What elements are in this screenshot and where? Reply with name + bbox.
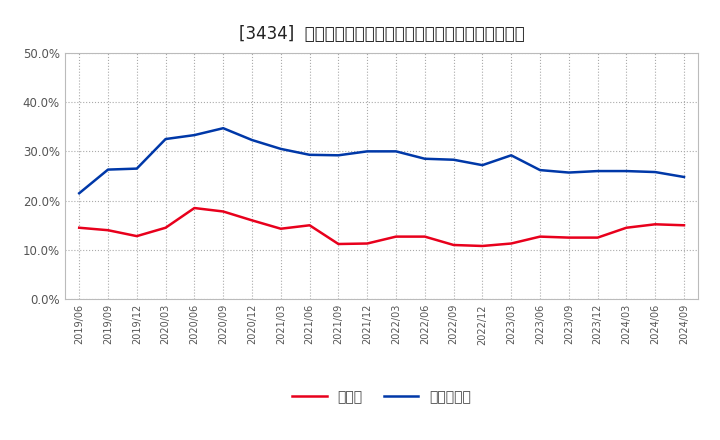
有利子負債 (420, 156, 429, 161)
有利子負債 (161, 136, 170, 142)
有利子負債 (334, 153, 343, 158)
有利子負債 (190, 132, 199, 138)
現顔金 (334, 242, 343, 247)
有利子負債 (219, 125, 228, 131)
現顔金 (622, 225, 631, 231)
現顔金 (75, 225, 84, 231)
現顔金 (536, 234, 544, 239)
有利子負債 (276, 146, 285, 151)
現顔金 (392, 234, 400, 239)
Line: 有利子負債: 有利子負債 (79, 128, 684, 193)
現顔金 (651, 222, 660, 227)
Line: 現顔金: 現顔金 (79, 208, 684, 246)
有利子負債 (248, 137, 256, 143)
有利子負債 (622, 169, 631, 174)
現顔金 (564, 235, 573, 240)
現顔金 (507, 241, 516, 246)
Legend: 現顔金, 有利子負債: 現顔金, 有利子負債 (287, 385, 477, 410)
有利子負債 (392, 149, 400, 154)
有利子負債 (75, 191, 84, 196)
現顔金 (248, 218, 256, 223)
有利子負債 (104, 167, 112, 172)
現顔金 (478, 243, 487, 249)
現顔金 (680, 223, 688, 228)
現顔金 (593, 235, 602, 240)
現顔金 (305, 223, 314, 228)
有利子負債 (305, 152, 314, 158)
有利子負債 (564, 170, 573, 175)
有利子負債 (593, 169, 602, 174)
有利子負債 (363, 149, 372, 154)
有利子負債 (680, 174, 688, 180)
現顔金 (219, 209, 228, 214)
現顔金 (363, 241, 372, 246)
有利子負債 (449, 157, 458, 162)
Title: [3434]  現預金、有利子負債の総資産に対する比率の推移: [3434] 現預金、有利子負債の総資産に対する比率の推移 (239, 25, 524, 43)
有利子負債 (651, 169, 660, 175)
有利子負債 (536, 168, 544, 173)
現顔金 (190, 205, 199, 211)
現顔金 (161, 225, 170, 231)
有利子負債 (132, 166, 141, 171)
現顔金 (276, 226, 285, 231)
有利子負債 (478, 162, 487, 168)
現顔金 (420, 234, 429, 239)
現顔金 (104, 227, 112, 233)
現顔金 (132, 234, 141, 239)
現顔金 (449, 242, 458, 248)
有利子負債 (507, 153, 516, 158)
